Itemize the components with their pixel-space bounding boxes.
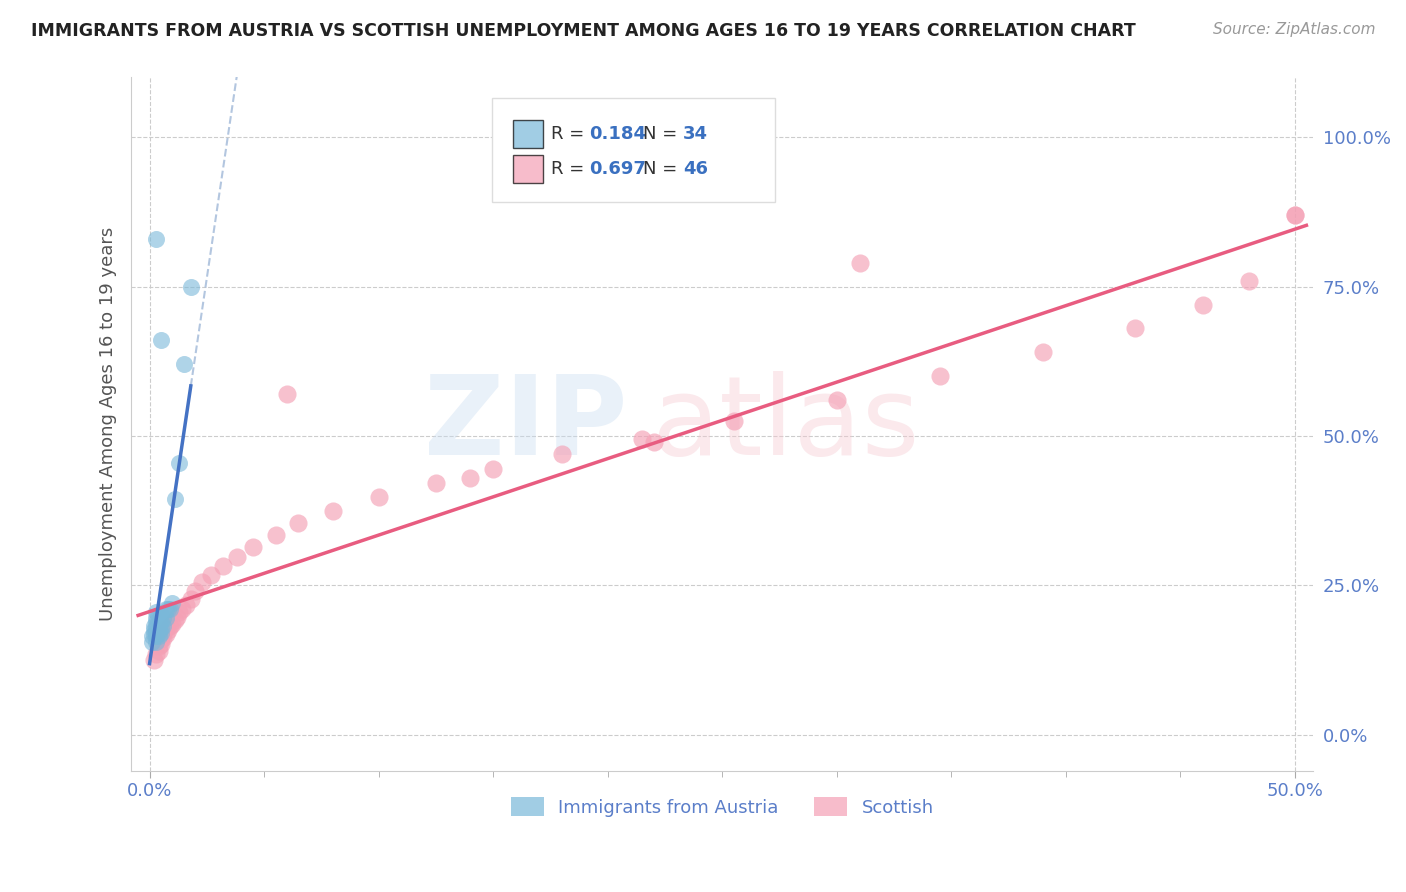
Point: [141, 635, 163, 649]
Text: 0.184: 0.184: [589, 125, 645, 144]
Text: 0.697: 0.697: [589, 160, 645, 178]
Point: [184, 584, 207, 599]
Point: [482, 462, 505, 476]
Point: [152, 619, 174, 633]
Point: [150, 615, 173, 630]
Text: atlas: atlas: [651, 370, 920, 477]
Point: [1237, 274, 1260, 288]
Point: [174, 598, 197, 612]
Point: [155, 602, 177, 616]
Point: [225, 549, 247, 564]
Point: [148, 620, 170, 634]
Point: [367, 490, 389, 504]
Point: [156, 602, 179, 616]
Text: 34: 34: [683, 125, 709, 144]
Point: [170, 602, 193, 616]
Point: [212, 559, 235, 574]
Point: [148, 608, 170, 623]
Text: Source: ZipAtlas.com: Source: ZipAtlas.com: [1212, 22, 1375, 37]
Point: [155, 622, 177, 636]
FancyBboxPatch shape: [513, 155, 543, 183]
Point: [145, 647, 167, 661]
Point: [287, 516, 309, 530]
Point: [156, 624, 179, 638]
Point: [159, 602, 181, 616]
Point: [276, 387, 298, 401]
Point: [148, 644, 170, 658]
Point: [148, 640, 170, 654]
Point: [1192, 297, 1215, 311]
Point: [148, 625, 170, 640]
Text: R =: R =: [551, 160, 591, 178]
Text: ZIP: ZIP: [425, 370, 627, 477]
Point: [150, 622, 173, 636]
Point: [150, 608, 173, 623]
Point: [848, 256, 870, 270]
Point: [145, 625, 167, 640]
Point: [264, 527, 287, 541]
Point: [1032, 345, 1054, 359]
Point: [143, 619, 166, 633]
Point: [1123, 321, 1146, 335]
Point: [169, 456, 191, 470]
Point: [631, 432, 654, 446]
Point: [1284, 208, 1306, 222]
Y-axis label: Unemployment Among Ages 16 to 19 years: Unemployment Among Ages 16 to 19 years: [100, 227, 117, 621]
Point: [145, 635, 167, 649]
Point: [825, 393, 848, 408]
Point: [148, 629, 170, 643]
Point: [143, 624, 166, 638]
Point: [242, 540, 264, 554]
Point: [191, 575, 214, 590]
Point: [150, 632, 173, 647]
Legend: Immigrants from Austria, Scottish: Immigrants from Austria, Scottish: [503, 790, 941, 824]
Point: [322, 504, 344, 518]
Point: [145, 629, 167, 643]
Point: [152, 626, 174, 640]
Text: R =: R =: [551, 125, 591, 144]
Point: [180, 591, 202, 606]
Text: N =: N =: [643, 125, 683, 144]
Point: [143, 627, 166, 641]
Text: IMMIGRANTS FROM AUSTRIA VS SCOTTISH UNEMPLOYMENT AMONG AGES 16 TO 19 YEARS CORRE: IMMIGRANTS FROM AUSTRIA VS SCOTTISH UNEM…: [31, 22, 1136, 40]
Text: 46: 46: [683, 160, 709, 178]
FancyBboxPatch shape: [492, 98, 776, 202]
Point: [148, 615, 170, 629]
Point: [200, 567, 222, 582]
Point: [1284, 208, 1306, 222]
Point: [180, 279, 202, 293]
Point: [643, 435, 665, 450]
Point: [162, 596, 184, 610]
Point: [152, 611, 174, 625]
Point: [169, 605, 191, 619]
Point: [928, 369, 950, 384]
Point: [551, 447, 574, 461]
Point: [163, 613, 186, 627]
Point: [166, 609, 188, 624]
Point: [173, 357, 195, 371]
Point: [150, 637, 173, 651]
Point: [141, 629, 163, 643]
Point: [723, 414, 745, 428]
Point: [458, 471, 481, 485]
Point: [145, 615, 167, 630]
Point: [425, 475, 447, 490]
FancyBboxPatch shape: [513, 120, 543, 148]
Point: [143, 653, 166, 667]
Point: [162, 617, 184, 632]
Point: [152, 631, 174, 645]
Point: [150, 626, 173, 640]
Text: N =: N =: [643, 160, 683, 178]
Point: [155, 627, 177, 641]
Point: [163, 491, 186, 506]
Point: [145, 232, 167, 246]
Point: [155, 611, 177, 625]
Point: [145, 620, 167, 634]
Point: [159, 619, 181, 633]
Point: [150, 334, 173, 348]
Point: [145, 611, 167, 625]
Point: [145, 605, 167, 619]
